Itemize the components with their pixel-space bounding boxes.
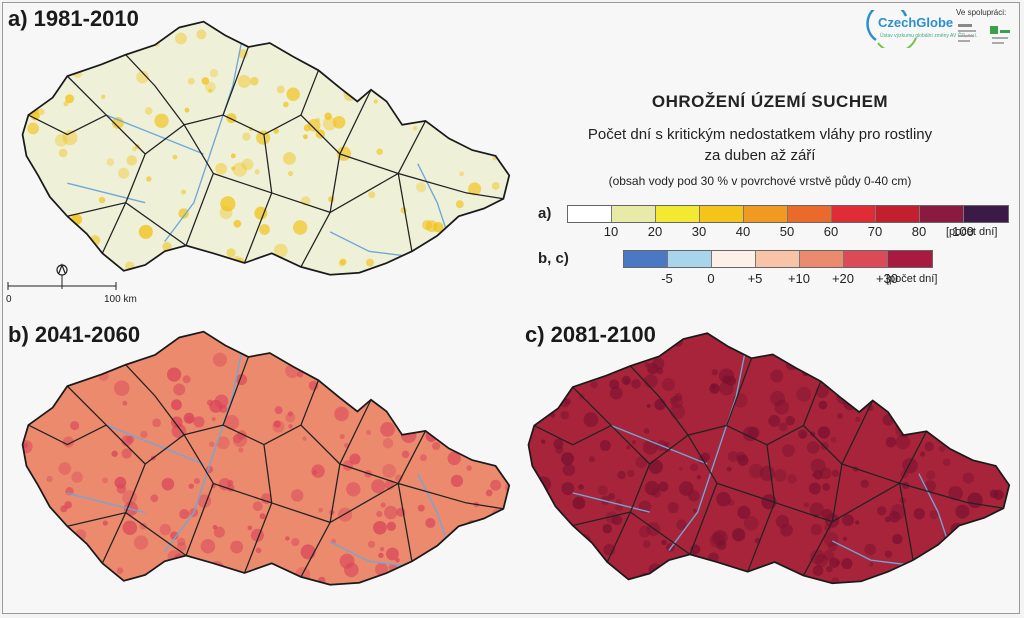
figure-title: OHROŽENÍ ÚZEMÍ SUCHEM <box>651 92 889 111</box>
region-border <box>898 483 914 561</box>
legend-tick-label: 0 <box>707 271 715 286</box>
legend-swatch <box>888 251 932 267</box>
region-border <box>271 172 504 214</box>
region-border <box>213 482 272 504</box>
river <box>832 540 910 566</box>
legend-tick-label: +20 <box>831 271 855 286</box>
legend-swatch <box>964 206 1008 222</box>
legend-tick-label: 30 <box>691 224 707 239</box>
panel-c-label: c) 2081-2100 <box>525 322 656 347</box>
river <box>106 114 204 155</box>
legend-tick-label: 40 <box>735 224 751 239</box>
map-panel-c <box>527 332 1011 585</box>
scale-bar <box>7 263 117 290</box>
region-border <box>67 201 187 247</box>
legend-swatch <box>624 251 668 267</box>
region-border <box>213 172 272 194</box>
legend-bc-unit: [počet dní] <box>886 273 938 285</box>
legend-tick-label: -5 <box>661 271 673 286</box>
region-border <box>397 173 413 252</box>
legend-swatch <box>612 206 656 222</box>
legend-tick-label: 70 <box>867 224 883 239</box>
legend-tick-label: 60 <box>823 224 839 239</box>
river <box>417 163 448 233</box>
panel-b-label: b) 2041-2060 <box>8 322 141 347</box>
legend-swatch <box>668 251 712 267</box>
river <box>67 182 146 204</box>
subtitle-line-1: Počet dní s kritickým nedostatkem vláhy … <box>587 126 933 143</box>
region-border <box>533 424 612 446</box>
river <box>106 424 204 465</box>
legend-swatch <box>744 206 788 222</box>
collaboration-label: Ve spolupráci: <box>956 8 1007 17</box>
region-border <box>66 75 185 155</box>
legend-tick-label: 100 <box>952 224 974 239</box>
partner-logos <box>958 24 1010 44</box>
region-border <box>222 380 320 446</box>
czechglobe-logo-text: CzechGlobe <box>878 15 954 30</box>
legend-swatch <box>876 206 920 222</box>
legend-a-label: a) <box>538 205 552 222</box>
legend-swatch <box>700 206 744 222</box>
region-border <box>28 424 107 446</box>
scale-zero: 0 <box>6 294 12 305</box>
legend-swatch <box>844 251 888 267</box>
region-border <box>271 482 504 524</box>
river <box>164 37 244 243</box>
legend-a-swatches <box>567 205 1009 223</box>
legend-tick-label: +5 <box>747 271 763 286</box>
river <box>67 492 146 514</box>
region-border <box>397 483 413 562</box>
region-border <box>125 356 249 436</box>
legend-swatch <box>656 206 700 222</box>
legend-tick-label: +10 <box>787 271 811 286</box>
map-panel-b <box>21 330 511 586</box>
region-border <box>222 70 320 136</box>
figure-note: (obsah vody pod 30 % v povrchové vrstvě … <box>608 174 912 188</box>
river <box>417 473 448 543</box>
legend-tick-label: 20 <box>647 224 663 239</box>
czechglobe-logo-subtext: Ústav výzkumu globální změny AV ČR, v.v.… <box>880 33 978 39</box>
legend-a-unit: [počet dní] <box>946 226 998 238</box>
region-border <box>572 386 689 465</box>
country-border <box>527 332 1011 585</box>
region-border <box>67 511 187 557</box>
river <box>572 492 650 513</box>
czechglobe-logo <box>866 10 917 48</box>
river <box>668 348 747 551</box>
region-border <box>572 511 691 555</box>
legend-tick-label: 80 <box>911 224 927 239</box>
legend-swatch <box>712 251 756 267</box>
country-border <box>21 20 511 276</box>
river <box>329 541 409 567</box>
panel-a-label: a) 1981-2010 <box>8 6 139 31</box>
legend-swatch <box>920 206 964 222</box>
region-border <box>774 482 1004 523</box>
region-border <box>726 381 822 446</box>
legend-tick-label: 10 <box>603 224 619 239</box>
region-border <box>716 482 775 504</box>
legend-swatch <box>800 251 844 267</box>
legend-swatch <box>832 206 876 222</box>
region-border <box>66 385 185 465</box>
country-border <box>21 330 511 586</box>
river <box>610 424 708 465</box>
legend-swatch <box>756 251 800 267</box>
legend-bc-label: b, c) <box>538 250 569 267</box>
legend-tick-label: +30 <box>875 271 899 286</box>
river <box>329 231 409 257</box>
legend-swatch <box>568 206 612 222</box>
legend-tick-label: 50 <box>779 224 795 239</box>
map-panel-a <box>21 20 511 276</box>
river <box>164 347 244 553</box>
legend-bc-swatches <box>623 250 933 268</box>
river <box>918 473 949 542</box>
legend-swatch <box>788 206 832 222</box>
scale-end: 100 km <box>104 294 137 305</box>
region-border <box>28 114 107 136</box>
subtitle-line-2: za duben až září <box>704 147 816 164</box>
figure-subtitle: Počet dní s kritickým nedostatkem vláhy … <box>520 124 1000 166</box>
